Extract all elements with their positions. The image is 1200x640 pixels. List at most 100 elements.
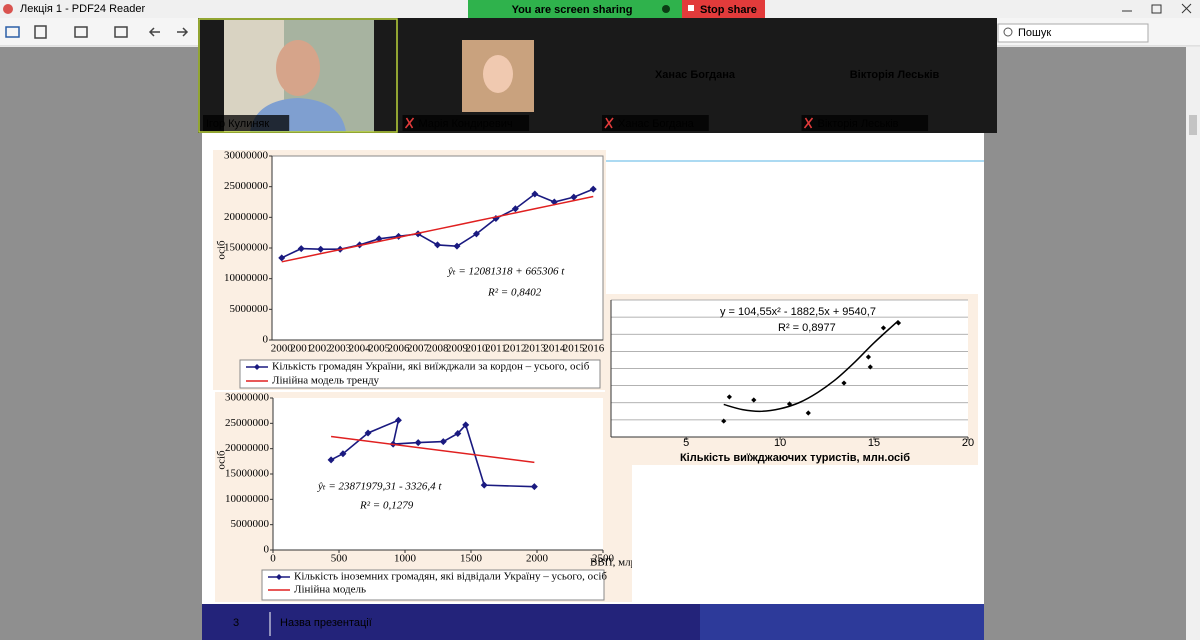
data-point (327, 456, 335, 464)
x-tick-label: 2013 (524, 343, 547, 355)
data-point (726, 394, 732, 400)
mute-icon (404, 117, 415, 129)
x-tick-label: 20 (962, 437, 974, 449)
x-tick-label: 2010 (465, 343, 488, 355)
x-tick-label: 2011 (485, 343, 507, 355)
participant-tile[interactable]: Ігор Кулиняк (198, 18, 398, 133)
x-tick-label: 10 (774, 437, 786, 449)
open-button[interactable] (5, 26, 20, 38)
annotation: ŷₜ = 12081318 + 665306 t (447, 266, 565, 278)
mute-icon (803, 117, 814, 129)
y-tick-label: 30000000 (224, 150, 269, 162)
data-point (865, 354, 872, 360)
scrollbar[interactable] (1186, 47, 1200, 640)
y-tick-label: 30000000 (225, 392, 270, 404)
data-point (414, 439, 422, 447)
participant-tile[interactable]: Марія Кондиревич (402, 40, 535, 131)
y-tick-label: 0 (263, 334, 269, 346)
y-tick-label: 25000000 (224, 180, 269, 192)
x-axis-label: Кількість виїжджаючих туристів, млн.осіб (680, 452, 910, 464)
x-tick-label: 2004 (349, 343, 372, 355)
legend-label: Кількість громадян України, які виїжджал… (272, 361, 590, 373)
legend-label: Лінійна модель тренду (272, 375, 380, 387)
x-tick-label: 15 (868, 437, 880, 449)
view-button[interactable] (114, 26, 128, 38)
x-tick-label: 1500 (460, 553, 483, 565)
slide-number: 3 (233, 617, 239, 629)
save-button[interactable] (34, 25, 47, 39)
legend-marker (254, 364, 260, 370)
data-point (434, 241, 441, 249)
data-point (531, 190, 539, 198)
trend-line (723, 319, 899, 413)
search-box[interactable] (997, 23, 1149, 43)
forward-button[interactable] (177, 27, 189, 37)
participant-name: Марія Кондиревич (419, 118, 513, 130)
active-border (198, 18, 398, 133)
x-tick-label: 500 (331, 553, 348, 565)
back-button[interactable] (148, 27, 160, 37)
data-point (805, 410, 811, 416)
x-axis-label: ВВП, млрд грн (590, 557, 660, 569)
annotation: R² = 0,8402 (487, 287, 542, 299)
participant-tiles: Ігор Кулиняк Марія Кондиревич Ханас Богдан… (198, 18, 940, 133)
window-title: Лекція 1 - PDF24 Reader (20, 3, 146, 15)
x-tick-label: 2006 (388, 343, 411, 355)
legend-marker (276, 574, 282, 580)
name-label-bg (602, 115, 709, 131)
data-point (751, 397, 757, 403)
data-point (880, 325, 887, 331)
print-button[interactable] (74, 26, 88, 38)
annotation: R² = 0,1279 (359, 500, 414, 512)
data-point (570, 193, 578, 201)
data-point (589, 185, 597, 193)
annotation: ŷₜ = 23871979,31 - 3326,4 t (317, 481, 442, 493)
participant-name: Ігор Кулиняк (206, 118, 269, 130)
x-tick-label: 2002 (310, 343, 332, 355)
name-label-bg (203, 115, 290, 131)
chart: 0 5000000 10000000 15000000 20000000 25000000… (216, 150, 605, 387)
y-tick-label: 5000000 (231, 518, 270, 530)
data-point (721, 418, 727, 424)
participant-tile[interactable]: Вікторія Леськів Вікторія Леськів (801, 69, 940, 131)
participant-tile[interactable]: Ханас Богдана Ханас Богдана (602, 69, 736, 131)
data-point (454, 429, 462, 437)
y-tick-label: 25000000 (225, 417, 270, 429)
y-tick-label: 10000000 (224, 272, 269, 284)
stop-share-button[interactable] (682, 0, 765, 18)
chart: 5 10 15 20 Кількість виїжджаючих туристів, м… (610, 299, 974, 464)
scroll-thumb[interactable] (1189, 115, 1197, 135)
x-tick-label: 2009 (446, 343, 469, 355)
x-tick-label: 2012 (504, 343, 526, 355)
x-tick-label: 2007 (407, 343, 430, 355)
stop-share-label[interactable]: Stop share (700, 4, 757, 16)
x-tick-label: 2001 (290, 343, 312, 355)
slide-footer-text: Назва презентації (280, 617, 372, 629)
participant-display-name: Вікторія Леськів (850, 69, 940, 81)
x-tick-label: 2000 (271, 343, 294, 355)
legend-label: Лінійна модель (294, 584, 366, 596)
data-point (472, 230, 480, 238)
mute-icon (604, 117, 614, 129)
annotation: R² = 0,8977 (778, 322, 836, 334)
window-controls[interactable] (1122, 3, 1192, 14)
sharing-status: You are screen sharing (512, 4, 633, 16)
footer-accent (700, 604, 984, 640)
x-tick-label: 2014 (543, 343, 566, 355)
x-tick-label: 2016 (582, 343, 605, 355)
data-point (841, 380, 847, 386)
legend-box (261, 569, 605, 601)
app-icon (3, 4, 13, 14)
data-point (278, 254, 286, 262)
y-tick-label: 10000000 (225, 493, 270, 505)
plot-area (273, 398, 603, 550)
x-tick-label: 2000 (526, 553, 549, 565)
data-point (339, 450, 347, 458)
search-icon (1003, 27, 1013, 37)
data-point (297, 245, 305, 253)
legend-label: Кількість іноземних громадян, які відвід… (294, 571, 607, 583)
y-tick-label: 0 (264, 544, 270, 556)
x-tick-label: 1000 (394, 553, 417, 565)
